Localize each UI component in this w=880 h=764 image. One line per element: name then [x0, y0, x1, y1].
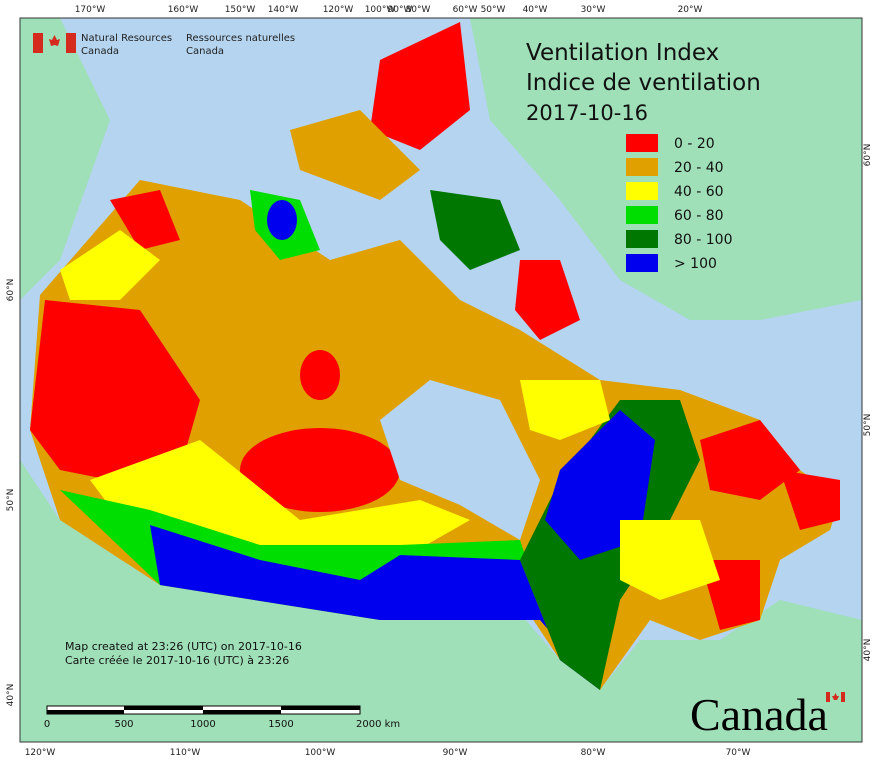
legend-swatch — [626, 230, 658, 248]
legend-label: 0 - 20 — [674, 136, 715, 152]
latitude-label: 50°N — [6, 489, 16, 512]
scale-bar-segment — [47, 710, 124, 714]
latitude-label: 50°N — [863, 414, 873, 437]
longitude-label: 80°W — [581, 748, 606, 758]
alaska-land — [20, 18, 110, 300]
map-body — [20, 18, 862, 742]
scale-bar-segment — [281, 706, 360, 710]
zone-red — [30, 300, 200, 480]
scale-label: 1500 — [268, 719, 293, 730]
longitude-label: 150°W — [225, 5, 256, 15]
zone-red — [700, 420, 800, 500]
longitude-label: 50°W — [481, 5, 506, 15]
canada-wordmark: Canada — [690, 689, 828, 740]
legend-swatch — [626, 158, 658, 176]
longitude-label: 120°W — [323, 5, 354, 15]
legend-label: 20 - 40 — [674, 160, 724, 176]
longitude-label: 40°W — [523, 5, 548, 15]
zone-yellow — [520, 380, 610, 440]
department-fr: Canada — [186, 46, 224, 57]
scale-labels: 0 500 1000 1500 2000 km — [44, 719, 400, 730]
zone-red — [110, 190, 180, 250]
flag-bar — [826, 692, 830, 702]
longitude-label: 100°W — [305, 748, 336, 758]
wordmark-flag — [826, 692, 845, 702]
maple-leaf — [49, 35, 60, 46]
department-fr: Ressources naturelles — [186, 33, 295, 44]
arctic-orange — [290, 110, 420, 200]
scale-label: 0 — [44, 719, 50, 730]
arctic-green — [430, 190, 520, 270]
scale-bar — [46, 705, 361, 715]
longitude-label: 80°W — [406, 5, 431, 15]
longitude-label: 120°W — [25, 748, 56, 758]
longitude-label: 140°W — [268, 5, 299, 15]
latitude-label: 60°N — [863, 144, 873, 167]
legend: 0 - 20 20 - 40 40 - 60 60 - 80 80 - 100 > 100 — [626, 134, 733, 272]
legend-swatch — [626, 134, 658, 152]
longitude-label: 20°W — [678, 5, 703, 15]
hudson-bay — [380, 380, 540, 540]
title: Ventilation Index Indice de ventilation 20… — [526, 40, 761, 125]
zone-red — [240, 428, 400, 512]
longitude-label: 110°W — [170, 748, 201, 758]
longitude-label: 90°W — [388, 5, 413, 15]
scale-label: 500 — [114, 719, 133, 730]
legend-label: 60 - 80 — [674, 208, 724, 224]
scale-bar-segment — [203, 710, 281, 714]
longitude-label: 100°W — [365, 5, 396, 15]
arctic-blue — [267, 200, 297, 240]
flag-bar — [66, 33, 76, 53]
title-line: Ventilation Index — [526, 40, 719, 66]
longitude-label: 60°W — [453, 5, 478, 15]
maple-leaf — [832, 693, 839, 700]
zone-yellow — [620, 520, 720, 600]
longitude-label: 160°W — [168, 5, 199, 15]
arctic-red — [370, 22, 470, 150]
longitude-label: 30°W — [581, 5, 606, 15]
footnote-en: Map created at 23:26 (UTC) on 2017-10-16 — [65, 640, 302, 653]
graticule-labels: 170°W 160°W 150°W 140°W 120°W 100°W90°W80°W 60… — [6, 5, 873, 758]
logo — [33, 33, 76, 53]
scale-bar-segment — [124, 706, 203, 710]
greenland — [470, 18, 862, 320]
latitude-label: 40°N — [6, 684, 16, 707]
longitude-label: 170°W — [75, 5, 106, 15]
department-en: Canada — [81, 46, 119, 57]
baffin-red — [515, 260, 580, 340]
title-line: 2017-10-16 — [526, 101, 648, 125]
zone-blue — [150, 525, 600, 690]
longitude-label: 70°W — [726, 748, 751, 758]
scale-label: 1000 — [190, 719, 215, 730]
legend-swatch — [626, 206, 658, 224]
flag-bar — [33, 33, 43, 53]
zone-yellow — [60, 230, 160, 300]
flag-bar — [841, 692, 845, 702]
legend-label: > 100 — [674, 256, 717, 272]
usa-land — [20, 460, 862, 742]
title-line: Indice de ventilation — [526, 70, 761, 96]
scale-label: 2000 km — [356, 719, 400, 730]
department-en: Natural Resources — [81, 33, 172, 44]
latitude-label: 40°N — [863, 639, 873, 662]
legend-label: 80 - 100 — [674, 232, 733, 248]
latitude-label: 60°N — [6, 279, 16, 302]
zone-red — [780, 470, 840, 530]
zone-red — [300, 350, 340, 400]
footnote-fr: Carte créée le 2017-10-16 (UTC) à 23:26 — [65, 654, 289, 667]
longitude-label: 90°W — [443, 748, 468, 758]
legend-swatch — [626, 182, 658, 200]
legend-label: 40 - 60 — [674, 184, 724, 200]
legend-swatch — [626, 254, 658, 272]
frame — [19, 17, 863, 743]
